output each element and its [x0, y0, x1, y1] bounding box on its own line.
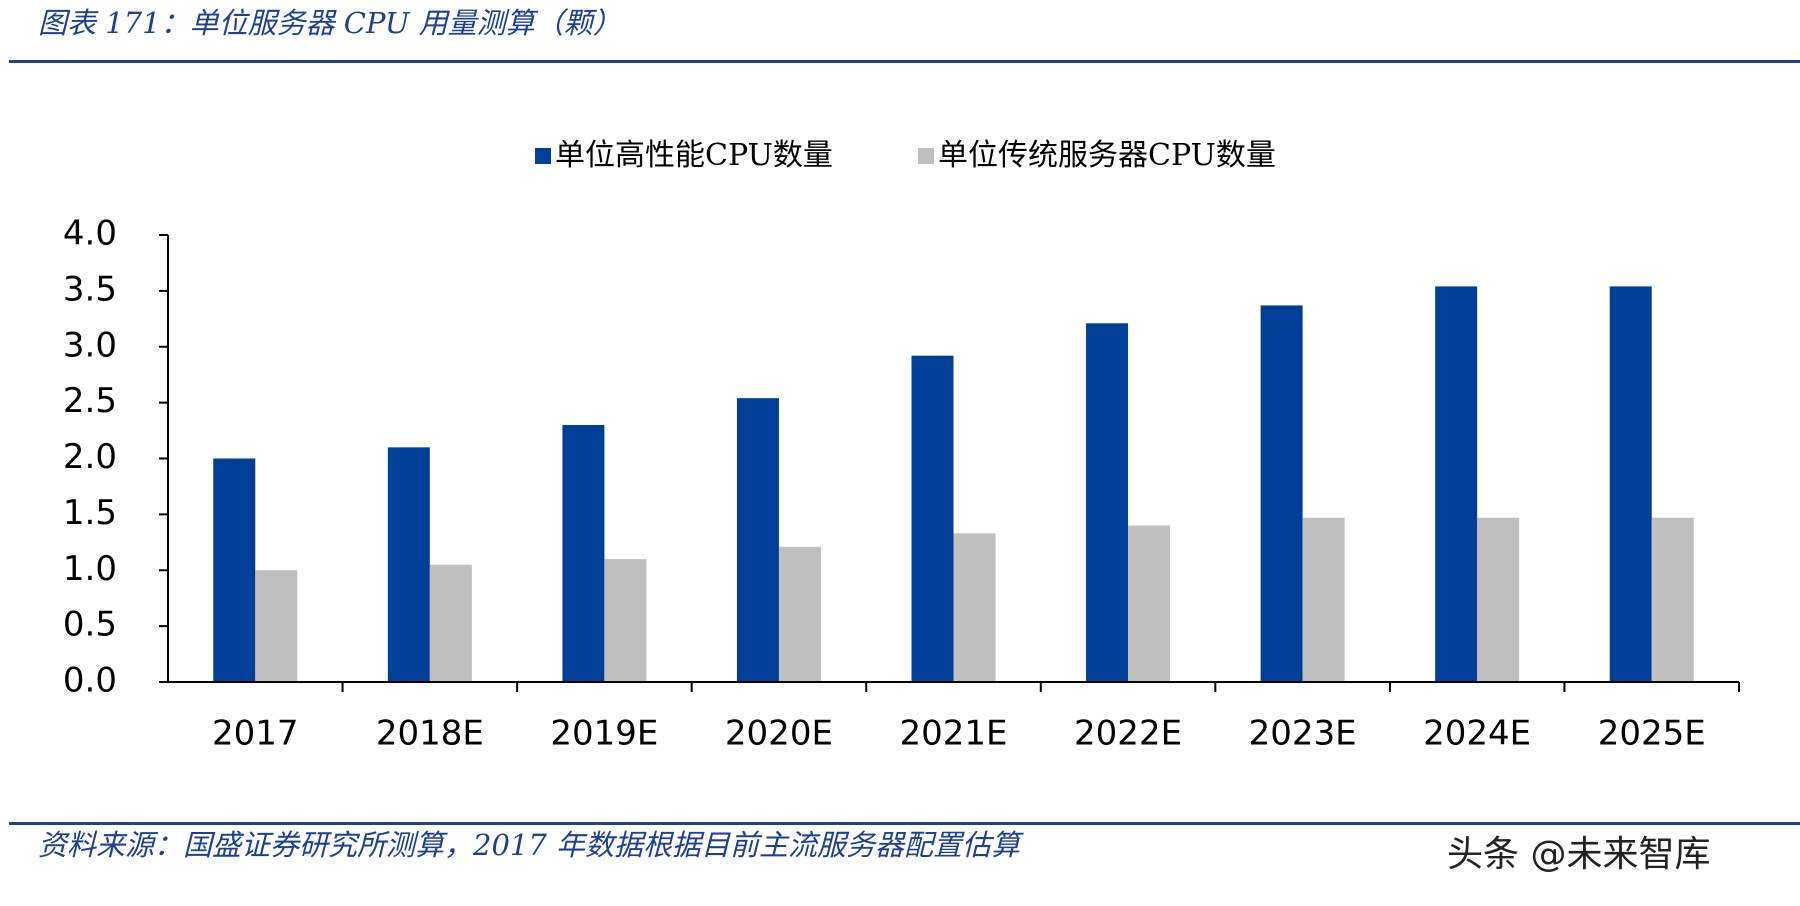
bar	[387, 447, 430, 682]
y-tick-label: 4.0	[63, 214, 117, 254]
bar	[1260, 305, 1303, 682]
y-tick-label: 2.0	[63, 437, 117, 477]
chart-title: 图表 171：单位服务器 CPU 用量测算（颗）	[38, 6, 622, 40]
bar	[778, 546, 821, 682]
x-tick-label: 2025E	[1598, 714, 1706, 754]
bar	[429, 564, 472, 682]
bar	[1477, 517, 1520, 682]
bar	[1435, 286, 1478, 682]
bar	[911, 355, 954, 682]
bar	[1651, 517, 1694, 682]
bar	[213, 458, 256, 682]
y-tick-label: 2.5	[63, 381, 117, 421]
x-tick-label: 2018E	[376, 714, 484, 754]
legend-swatch	[918, 148, 934, 164]
bar	[1302, 517, 1345, 682]
watermark: 头条 @未来智库	[1447, 834, 1710, 875]
y-tick-label: 1.0	[63, 549, 117, 589]
x-tick-label: 2023E	[1249, 714, 1357, 754]
x-tick-label: 2017	[212, 714, 299, 754]
y-tick-label: 3.0	[63, 325, 117, 365]
y-tick-label: 3.5	[63, 269, 117, 309]
x-tick-label: 2019E	[550, 714, 658, 754]
bar	[255, 570, 298, 682]
source-note: 资料来源：国盛证券研究所测算，2017 年数据根据目前主流服务器配置估算	[38, 828, 1024, 862]
bar	[1128, 525, 1171, 682]
y-tick-label: 0.0	[63, 661, 117, 701]
bar	[562, 424, 605, 682]
legend-label: 单位高性能CPU数量	[555, 138, 833, 173]
legend-label: 单位传统服务器CPU数量	[938, 138, 1276, 173]
bar	[604, 559, 647, 682]
x-tick-label: 2024E	[1423, 714, 1531, 754]
legend-swatch	[535, 148, 551, 164]
bar	[736, 398, 779, 682]
bar	[1609, 286, 1652, 682]
bar	[1086, 323, 1129, 682]
x-tick-label: 2022E	[1074, 714, 1182, 754]
footer-rule	[9, 822, 1800, 825]
bar	[953, 533, 996, 682]
y-tick-label: 1.5	[63, 493, 117, 533]
title-rule	[9, 60, 1800, 63]
y-tick-label: 0.5	[63, 605, 117, 645]
x-tick-label: 2020E	[725, 714, 833, 754]
x-tick-label: 2021E	[899, 714, 1007, 754]
